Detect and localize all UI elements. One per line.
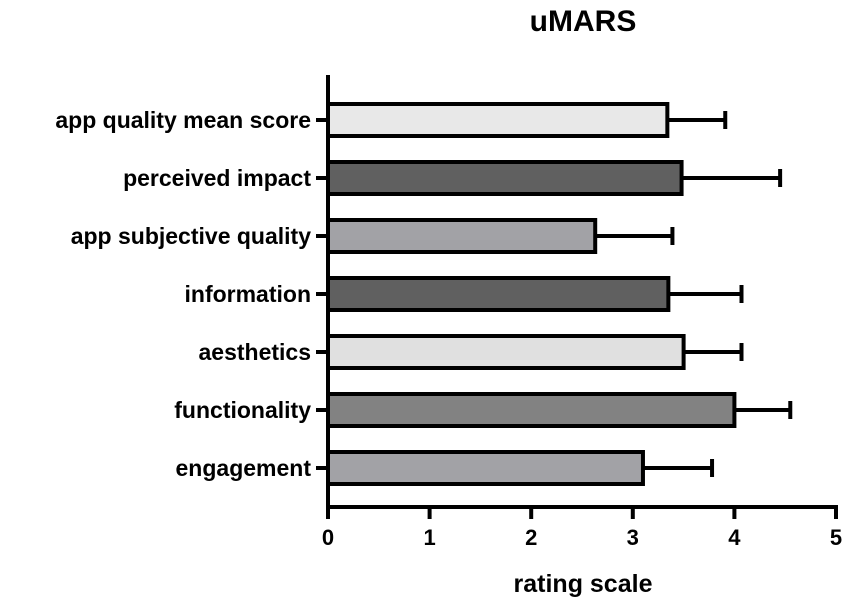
- bar-0: [326, 102, 670, 138]
- bar-6: [326, 450, 645, 486]
- bar-5: [326, 392, 737, 428]
- bar-1: [326, 160, 684, 196]
- x-axis-label: rating scale: [514, 570, 653, 598]
- y-tick-label-5: functionality: [174, 397, 311, 423]
- y-tick-label-2: app subjective quality: [71, 223, 311, 249]
- x-tick-label-0: 0: [322, 525, 334, 550]
- bar-3: [326, 276, 671, 312]
- x-tick-label-3: 3: [627, 525, 639, 550]
- y-tick-label-6: engagement: [176, 455, 312, 481]
- y-tick-label-0: app quality mean score: [55, 107, 311, 133]
- y-tick-label-1: perceived impact: [123, 165, 311, 191]
- bars: [326, 102, 793, 486]
- bar-2: [326, 218, 598, 254]
- x-tick-label-2: 2: [525, 525, 537, 550]
- chart-title: uMARS: [530, 5, 637, 38]
- y-tick-label-3: information: [185, 281, 312, 307]
- x-tick-label-4: 4: [728, 525, 741, 550]
- y-tick-label-4: aesthetics: [198, 339, 311, 365]
- x-tick-label-1: 1: [423, 525, 435, 550]
- x-tick-label-5: 5: [830, 525, 842, 550]
- axes: app quality mean score perceived impact ap…: [55, 75, 842, 550]
- bar-4: [326, 334, 686, 370]
